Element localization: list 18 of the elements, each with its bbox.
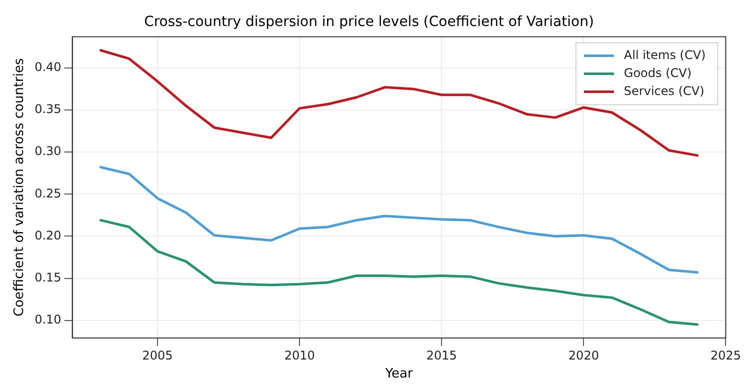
y-tick-label: 0.25 — [34, 186, 62, 200]
x-tick-label: 2025 — [710, 348, 742, 362]
y-tick-label: 0.20 — [34, 228, 62, 242]
legend-label: All items (CV) — [624, 48, 706, 62]
legend-label: Services (CV) — [624, 84, 704, 98]
x-tick-label: 2015 — [426, 348, 457, 362]
y-tick-label: 0.10 — [34, 312, 62, 326]
x-axis-title: Year — [384, 366, 414, 382]
chart-title: Cross-country dispersion in price levels (Coefficient of Variation) — [144, 14, 594, 30]
x-tick-label: 2020 — [568, 348, 599, 362]
legend-label: Goods (CV) — [624, 66, 692, 80]
y-tick-label: 0.40 — [34, 60, 62, 74]
y-tick-label: 0.30 — [34, 144, 62, 158]
y-axis-title: Coefficient of variation across countries — [12, 58, 28, 317]
x-tick-label: 2005 — [142, 348, 173, 362]
x-tick-label: 2010 — [284, 348, 315, 362]
y-tick-label: 0.15 — [34, 270, 62, 284]
y-tick-label: 0.35 — [34, 102, 62, 116]
